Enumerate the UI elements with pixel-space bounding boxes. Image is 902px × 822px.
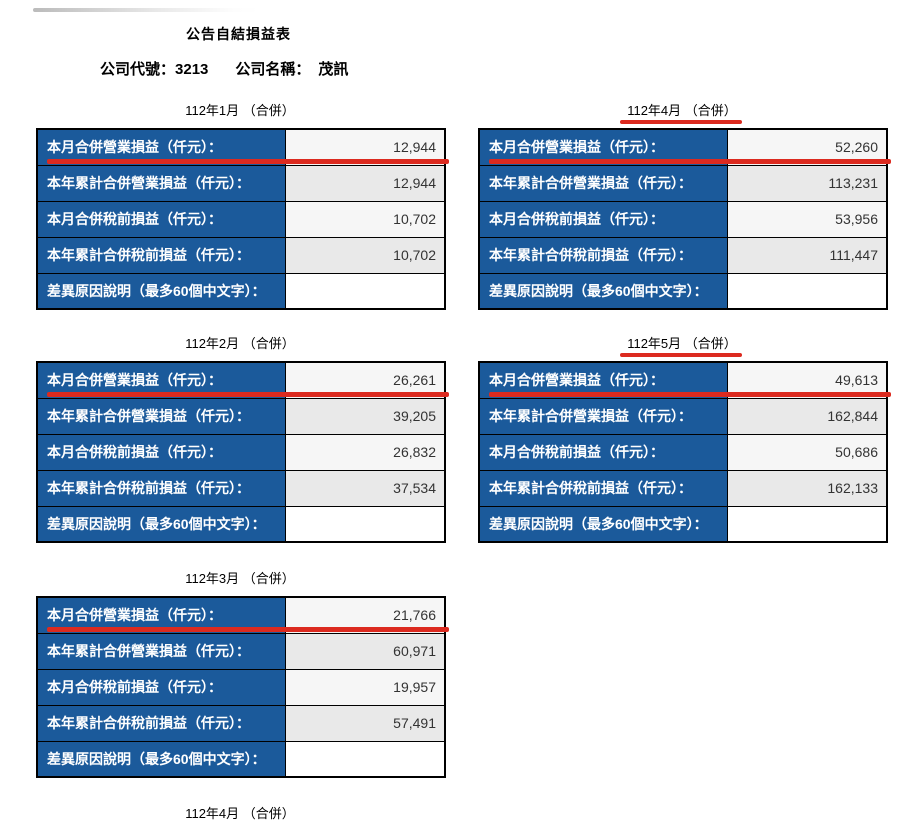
profit-loss-table: 本月合併營業損益（仟元）： 12,944 本年累計合併營業損益（仟元）： 12,944…	[36, 128, 446, 310]
row-value-cell: 12,944	[284, 164, 446, 202]
row-value-cell: 162,844	[726, 397, 888, 435]
red-header-underline-annotation	[620, 120, 742, 124]
row-value-cell: 10,702	[284, 200, 446, 238]
month-table-group: 112年3月 （合併） 本月合併營業損益（仟元）： 21,766 本年累計合併營業損益…	[36, 571, 449, 778]
table-row: 差異原因說明（最多60個中文字）：	[478, 505, 888, 543]
row-label-cell: 本年累計合併稅前損益（仟元）：	[36, 704, 286, 742]
month-table-group: 112年5月 （合併） 本月合併營業損益（仟元）： 49,613 本年累計合併營業損益…	[478, 336, 891, 543]
row-label-cell: 本年累計合併稅前損益（仟元）：	[36, 236, 286, 274]
row-value-cell: 60,971	[284, 632, 446, 670]
red-underline-annotation	[489, 392, 891, 397]
table-row: 本年累計合併營業損益（仟元）： 113,231	[478, 164, 888, 202]
month-table-group: 112年4月 （合併） 本月合併營業損益（仟元）： 52,260 本年累計合併營業損益…	[478, 103, 891, 310]
company-code-label: 公司代號：	[100, 61, 176, 78]
row-label-cell: 本月合併稅前損益（仟元）：	[36, 200, 286, 238]
row-value-cell: 111,447	[726, 236, 888, 274]
red-header-underline-annotation	[620, 353, 742, 357]
row-label-cell: 差異原因說明（最多60個中文字）：	[36, 505, 286, 543]
table-row: 本年累計合併稅前損益（仟元）： 57,491	[36, 704, 446, 742]
row-label-cell: 本月合併稅前損益（仟元）：	[478, 200, 728, 238]
table-row: 本年累計合併稅前損益（仟元）： 10,702	[36, 236, 446, 274]
row-value-cell: 26,832	[284, 433, 446, 471]
row-label-cell: 本年累計合併營業損益（仟元）：	[478, 397, 728, 435]
table-row: 本年累計合併營業損益（仟元）： 162,844	[478, 397, 888, 435]
profit-loss-table: 本月合併營業損益（仟元）： 21,766 本年累計合併營業損益（仟元）： 60,971…	[36, 596, 446, 778]
table-row: 本年累計合併稅前損益（仟元）： 111,447	[478, 236, 888, 274]
row-value-cell	[284, 505, 446, 543]
table-row: 本年累計合併稅前損益（仟元）： 37,534	[36, 469, 446, 507]
row-value-cell	[284, 272, 446, 310]
row-value-cell: 39,205	[284, 397, 446, 435]
table-row: 本年累計合併營業損益（仟元）： 39,205	[36, 397, 446, 435]
row-label-cell: 本年累計合併稅前損益（仟元）：	[36, 469, 286, 507]
table-row: 本月合併稅前損益（仟元）： 19,957	[36, 668, 446, 706]
month-table-title: 112年2月 （合併）	[185, 336, 295, 351]
row-label-cell: 本年累計合併稅前損益（仟元）：	[478, 236, 728, 274]
row-label-cell: 本年累計合併營業損益（仟元）：	[36, 632, 286, 670]
row-value-cell: 37,534	[284, 469, 446, 507]
table-row: 差異原因說明（最多60個中文字）：	[36, 505, 446, 543]
row-value-cell	[284, 740, 446, 778]
company-code-value: 3213	[175, 61, 209, 78]
red-underline-annotation	[489, 159, 891, 164]
profit-loss-table: 本月合併營業損益（仟元）： 26,261 本年累計合併營業損益（仟元）： 39,205…	[36, 361, 446, 543]
month-table-group: 112年1月 （合併） 本月合併營業損益（仟元）： 12,944 本年累計合併營業損益…	[36, 103, 449, 310]
red-underline-annotation	[47, 392, 449, 397]
table-row: 本年累計合併營業損益（仟元）： 12,944	[36, 164, 446, 202]
row-value-cell	[726, 505, 888, 543]
row-value-cell: 50,686	[726, 433, 888, 471]
row-value-cell: 113,231	[726, 164, 888, 202]
month-table-title: 112年3月 （合併）	[185, 571, 295, 586]
profit-loss-table: 本月合併營業損益（仟元）： 52,260 本年累計合併營業損益（仟元）： 113,23…	[478, 128, 888, 310]
row-label-cell: 本年累計合併營業損益（仟元）：	[478, 164, 728, 202]
red-underline-annotation	[47, 627, 449, 632]
company-info-line: 公司代號：3213 公司名稱： 茂訊	[100, 58, 348, 79]
table-row: 差異原因說明（最多60個中文字）：	[36, 740, 446, 778]
row-label-cell: 差異原因說明（最多60個中文字）：	[36, 740, 286, 778]
company-name-label: 公司名稱：	[235, 61, 311, 78]
row-label-cell: 差異原因說明（最多60個中文字）：	[36, 272, 286, 310]
company-name-value: 茂訊	[318, 61, 349, 78]
row-value-cell: 10,702	[284, 236, 446, 274]
month-table-title: 112年1月 （合併）	[185, 103, 295, 118]
row-label-cell: 本月合併稅前損益（仟元）：	[36, 668, 286, 706]
table-row: 本年累計合併稅前損益（仟元）： 162,133	[478, 469, 888, 507]
top-fade-divider	[33, 8, 259, 12]
row-value-cell	[726, 272, 888, 310]
table-row: 本月合併稅前損益（仟元）： 26,832	[36, 433, 446, 471]
table-row: 本月合併稅前損益（仟元）： 50,686	[478, 433, 888, 471]
row-value-cell: 53,956	[726, 200, 888, 238]
row-label-cell: 本年累計合併稅前損益（仟元）：	[478, 469, 728, 507]
page-title: 公告自結損益表	[186, 26, 291, 42]
month-table-title: 112年5月 （合併）	[627, 336, 737, 351]
red-underline-annotation	[47, 159, 449, 164]
row-label-cell: 本年累計合併營業損益（仟元）：	[36, 397, 286, 435]
table-row: 差異原因說明（最多60個中文字）：	[36, 272, 446, 310]
row-label-cell: 本月合併稅前損益（仟元）：	[478, 433, 728, 471]
profit-loss-table: 本月合併營業損益（仟元）： 49,613 本年累計合併營業損益（仟元）： 162,84…	[478, 361, 888, 543]
row-label-cell: 差異原因說明（最多60個中文字）：	[478, 505, 728, 543]
table-row: 本年累計合併營業損益（仟元）： 60,971	[36, 632, 446, 670]
partial-next-month-title: 112年4月 （合併）	[185, 806, 295, 821]
row-value-cell: 162,133	[726, 469, 888, 507]
table-row: 差異原因說明（最多60個中文字）：	[478, 272, 888, 310]
row-value-cell: 57,491	[284, 704, 446, 742]
row-value-cell: 19,957	[284, 668, 446, 706]
row-label-cell: 本月合併稅前損益（仟元）：	[36, 433, 286, 471]
month-table-group: 112年2月 （合併） 本月合併營業損益（仟元）： 26,261 本年累計合併營業損益…	[36, 336, 449, 543]
row-label-cell: 差異原因說明（最多60個中文字）：	[478, 272, 728, 310]
month-table-title: 112年4月 （合併）	[627, 103, 737, 118]
table-row: 本月合併稅前損益（仟元）： 53,956	[478, 200, 888, 238]
table-row: 本月合併稅前損益（仟元）： 10,702	[36, 200, 446, 238]
row-label-cell: 本年累計合併營業損益（仟元）：	[36, 164, 286, 202]
